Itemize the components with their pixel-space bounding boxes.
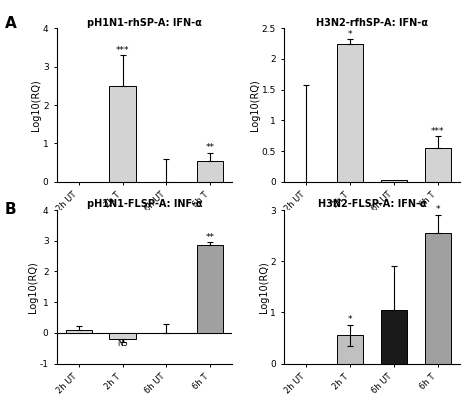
- Bar: [381, 310, 407, 364]
- Text: *: *: [348, 315, 352, 324]
- Bar: [425, 148, 451, 182]
- Text: ***: ***: [116, 46, 129, 55]
- Bar: [425, 233, 451, 364]
- Text: A: A: [5, 16, 17, 31]
- Title: H3N2-rfhSP-A: IFN-α: H3N2-rfhSP-A: IFN-α: [316, 17, 428, 27]
- Text: ***: ***: [431, 127, 445, 136]
- Bar: [381, 180, 407, 182]
- Text: NS: NS: [118, 339, 128, 347]
- Bar: [109, 86, 136, 182]
- Bar: [65, 330, 92, 333]
- Bar: [109, 333, 136, 339]
- Text: B: B: [5, 202, 17, 217]
- Title: pH1N1-FLSP-A: INF-α: pH1N1-FLSP-A: INF-α: [87, 199, 202, 209]
- Title: pH1N1-rhSP-A: IFN-α: pH1N1-rhSP-A: IFN-α: [87, 17, 202, 27]
- Text: **: **: [206, 143, 215, 152]
- Text: *: *: [436, 205, 440, 214]
- Title: H3N2-FLSP-A: IFN-α: H3N2-FLSP-A: IFN-α: [318, 199, 427, 209]
- Bar: [197, 245, 223, 333]
- Bar: [197, 161, 223, 182]
- Bar: [337, 44, 363, 182]
- Y-axis label: Log10(RQ): Log10(RQ): [31, 79, 41, 131]
- Y-axis label: Log10(RQ): Log10(RQ): [259, 261, 269, 313]
- Bar: [337, 335, 363, 364]
- Text: **: **: [206, 233, 215, 242]
- Y-axis label: Log10(RQ): Log10(RQ): [250, 79, 260, 131]
- Y-axis label: Log10(RQ): Log10(RQ): [28, 261, 38, 313]
- Text: *: *: [348, 30, 352, 39]
